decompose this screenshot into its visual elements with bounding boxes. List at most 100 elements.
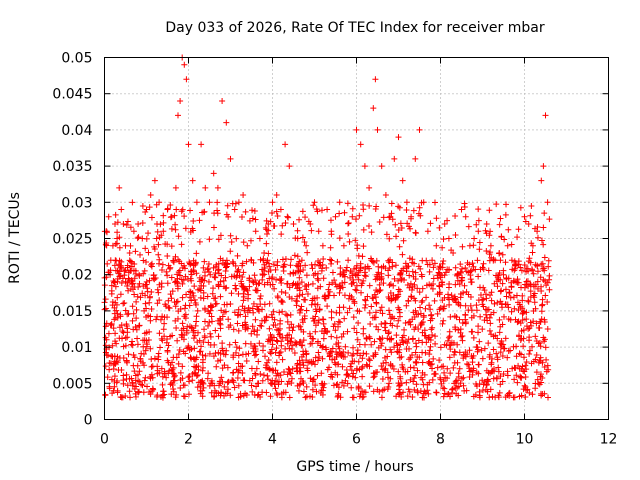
roti-point — [488, 289, 495, 296]
roti-point — [350, 279, 357, 286]
roti-point — [473, 221, 480, 228]
roti-point — [143, 314, 150, 321]
roti-point — [392, 221, 399, 228]
roti-point — [253, 281, 260, 288]
roti-point — [158, 365, 165, 372]
roti-point — [186, 373, 193, 380]
roti-point — [309, 280, 316, 287]
roti-point — [303, 351, 310, 358]
roti-point — [537, 373, 544, 380]
roti-point — [387, 320, 394, 327]
roti-point — [444, 375, 451, 382]
roti-point — [132, 393, 139, 400]
roti-point — [226, 341, 233, 348]
roti-point — [371, 291, 378, 298]
roti-point — [388, 335, 395, 342]
roti-point — [406, 345, 413, 352]
roti-point — [319, 265, 326, 272]
x-tick-label: 10 — [516, 432, 534, 448]
roti-point — [114, 353, 121, 360]
roti-point — [532, 261, 539, 268]
roti-point — [312, 354, 319, 361]
roti-point — [164, 347, 171, 354]
roti-point — [136, 322, 143, 329]
roti-peak-point — [120, 221, 127, 228]
roti-point — [436, 306, 443, 313]
roti-point — [523, 316, 530, 323]
roti-point — [487, 370, 494, 377]
roti-point — [192, 259, 199, 266]
roti-point — [498, 301, 505, 308]
grid-lines — [104, 57, 609, 420]
roti-point — [406, 272, 413, 279]
roti-point — [544, 362, 551, 369]
roti-point — [266, 263, 273, 270]
roti-peak-point — [156, 199, 163, 206]
roti-point — [261, 281, 268, 288]
roti-point — [296, 274, 303, 281]
roti-point — [320, 256, 327, 263]
roti-point — [410, 207, 417, 214]
roti-point — [419, 339, 426, 346]
roti-point — [268, 311, 275, 318]
roti-point — [109, 353, 116, 360]
roti-peak-point — [286, 163, 293, 170]
roti-peak-point — [416, 126, 423, 133]
roti-point — [465, 361, 472, 368]
roti-point — [486, 207, 493, 214]
roti-point — [308, 301, 315, 308]
roti-point — [228, 273, 235, 280]
roti-peak-point — [303, 242, 310, 249]
roti-point — [257, 393, 264, 400]
roti-point — [175, 351, 182, 358]
roti-point — [227, 232, 234, 239]
roti-point — [515, 279, 522, 286]
roti-point — [252, 277, 259, 284]
roti-point — [112, 267, 119, 274]
roti-point — [133, 326, 140, 333]
roti-point — [493, 201, 500, 208]
roti-peak-point — [340, 242, 347, 249]
roti-point — [339, 363, 346, 370]
roti-point — [178, 276, 185, 283]
roti-point — [476, 239, 483, 246]
roti-point — [420, 312, 427, 319]
roti-point — [174, 283, 181, 290]
roti-point — [232, 282, 239, 289]
roti-peak-point — [408, 213, 415, 220]
roti-point — [164, 241, 171, 248]
roti-point — [284, 381, 291, 388]
y-tick-label: 0.035 — [52, 159, 92, 175]
roti-point — [433, 389, 440, 396]
roti-point — [247, 237, 254, 244]
roti-point — [248, 365, 255, 372]
roti-point — [239, 351, 246, 358]
roti-peak-point — [471, 235, 478, 242]
roti-point — [218, 374, 225, 381]
roti-point — [425, 335, 432, 342]
roti-peak-point — [387, 213, 394, 220]
roti-point — [520, 335, 527, 342]
roti-point — [187, 207, 194, 214]
roti-point — [178, 331, 185, 338]
roti-point — [526, 334, 533, 341]
roti-point — [286, 394, 293, 401]
roti-point — [223, 347, 230, 354]
roti-point — [327, 349, 334, 356]
roti-point — [125, 310, 132, 317]
roti-point — [545, 257, 552, 264]
roti-point — [470, 393, 477, 400]
roti-point — [452, 264, 459, 271]
roti-point — [440, 317, 447, 324]
roti-point — [277, 277, 284, 284]
roti-point — [278, 288, 285, 295]
roti-point — [306, 393, 313, 400]
roti-point — [181, 382, 188, 389]
roti-point — [179, 375, 186, 382]
roti-point — [368, 303, 375, 310]
roti-point — [370, 370, 377, 377]
roti-point — [328, 257, 335, 264]
roti-point — [262, 224, 269, 231]
roti-point — [487, 320, 494, 327]
roti-point — [269, 367, 276, 374]
